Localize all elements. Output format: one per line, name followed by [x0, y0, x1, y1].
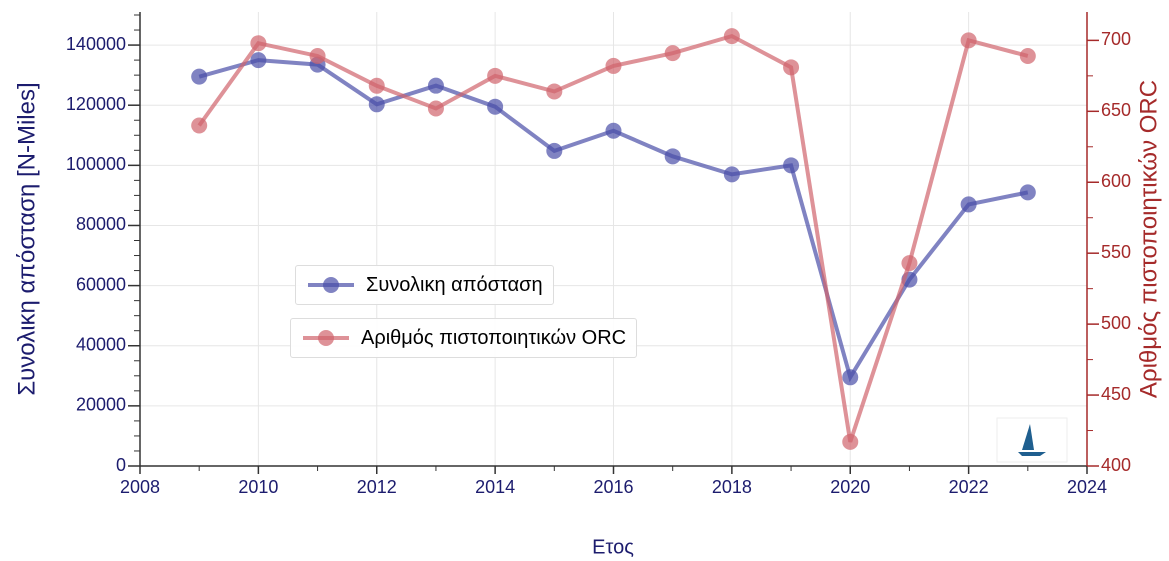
point [427, 77, 444, 94]
point [605, 57, 622, 74]
y2-tick-label: 650 [1101, 100, 1131, 120]
point [605, 122, 622, 139]
point [664, 148, 681, 165]
point [723, 166, 740, 183]
y-tick-label: 120000 [66, 94, 126, 114]
y-tick-label: 100000 [66, 154, 126, 174]
logo [996, 417, 1068, 463]
x-tick-label: 2018 [712, 477, 752, 497]
y-tick-label: 80000 [76, 214, 126, 234]
legend-marker [318, 330, 334, 346]
x-tick-label: 2022 [949, 477, 989, 497]
y2-tick-label: 700 [1101, 29, 1131, 49]
point [487, 98, 504, 115]
legend-marker [323, 277, 339, 293]
y2-axis-label: Αριθμός πιστοποιητικών ORC [1135, 80, 1162, 398]
point [427, 100, 444, 117]
point [664, 45, 681, 62]
point [783, 59, 800, 76]
y-tick-label: 40000 [76, 334, 126, 354]
y2-tick-label: 400 [1101, 455, 1131, 475]
point [250, 52, 267, 69]
y-tick-label: 60000 [76, 274, 126, 294]
x-tick-label: 2010 [238, 477, 278, 497]
point [960, 32, 977, 49]
legend-item: Συνολικη απόσταση [295, 265, 554, 305]
y-tick-label: 140000 [66, 34, 126, 54]
point [901, 255, 918, 272]
point [368, 77, 385, 94]
y-tick-label: 20000 [76, 395, 126, 415]
point [309, 47, 326, 64]
x-tick-label: 2020 [830, 477, 870, 497]
legend-item: Αριθμός πιστοποιητικών ORC [290, 318, 638, 358]
x-tick-label: 2014 [475, 477, 515, 497]
point [191, 117, 208, 134]
y2-tick-label: 600 [1101, 171, 1131, 191]
point [191, 68, 208, 85]
y-axis-label: Συνολικη απόσταση [N-Miles] [13, 82, 40, 395]
point [1019, 47, 1036, 64]
point [783, 157, 800, 174]
y2-tick-label: 500 [1101, 313, 1131, 333]
point [487, 67, 504, 84]
y2-tick-label: 550 [1101, 242, 1131, 262]
x-tick-label: 2012 [357, 477, 397, 497]
y-tick-label: 0 [116, 455, 126, 475]
x-tick-label: 2024 [1067, 477, 1107, 497]
x-tick-label: 2008 [120, 477, 160, 497]
y2-tick-label: 450 [1101, 384, 1131, 404]
point [546, 142, 563, 159]
point [723, 28, 740, 45]
point [842, 369, 859, 386]
point [546, 83, 563, 100]
legend-label: Αριθμός πιστοποιητικών ORC [361, 326, 627, 349]
x-tick-label: 2016 [593, 477, 633, 497]
point [1019, 184, 1036, 201]
x-axis-label: Ετος [592, 536, 634, 558]
point [842, 433, 859, 450]
point [960, 196, 977, 213]
point [368, 96, 385, 113]
legend-label: Συνολικη απόσταση [366, 273, 543, 296]
point [250, 35, 267, 52]
